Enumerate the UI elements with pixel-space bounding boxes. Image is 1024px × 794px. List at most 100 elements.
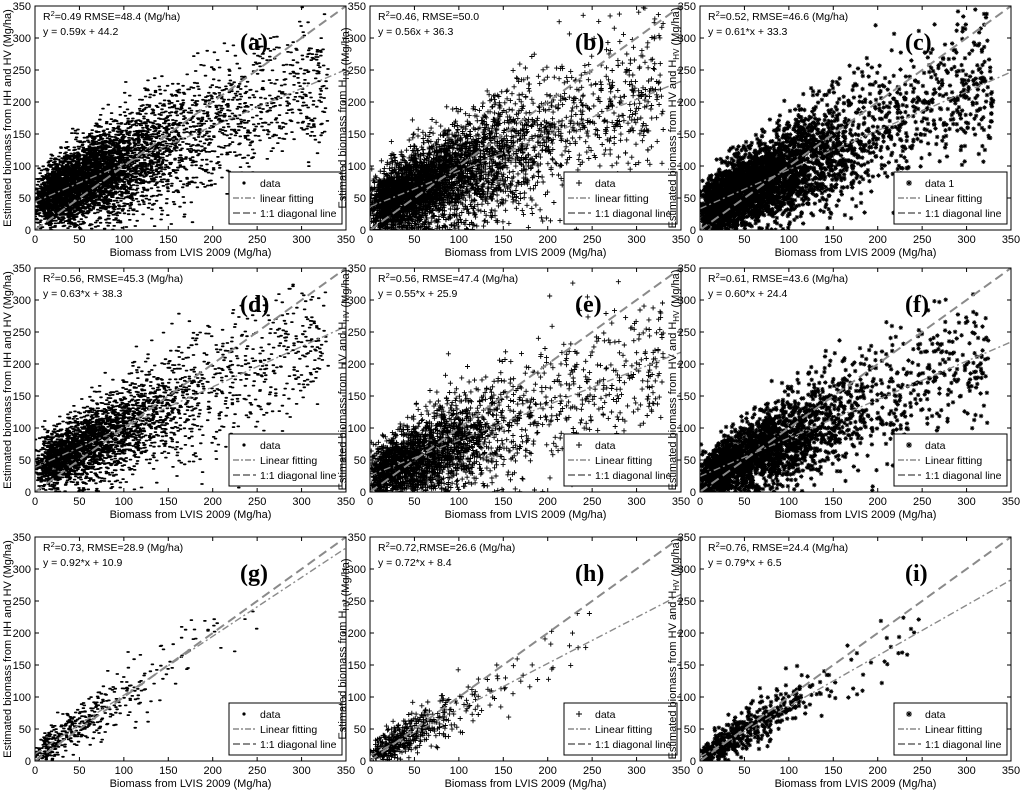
x-tick-label: 100: [780, 765, 798, 777]
axes-frame-h: [369, 536, 682, 762]
x-tick-label: 150: [159, 234, 177, 246]
legend-label: data: [925, 709, 946, 721]
stats-annotation-b: R2=0.46, RMSE=50.0: [378, 9, 479, 23]
x-tick-label: 200: [869, 234, 887, 246]
x-axis-label: Biomass from LVIS 2009 (Mg/ha): [775, 778, 937, 790]
legend-marker-data: [242, 181, 246, 185]
scatter-marks-h: [370, 610, 592, 761]
y-axis-label-subscript: HV: [672, 579, 681, 591]
x-tick-label: 350: [337, 765, 355, 777]
diagonal-line-a: [35, 6, 346, 230]
panel-label-g: (g): [240, 561, 268, 587]
axes-frame-g: [34, 536, 347, 762]
x-tick-label: 50: [73, 765, 85, 777]
panel-label-a: (a): [240, 30, 268, 56]
y-axis-label-text: Estimated biomass from HV and H: [667, 591, 679, 760]
x-tick-label: 300: [292, 234, 310, 246]
y-tick-label: 250: [348, 327, 366, 339]
stats-annotation-a: R2=0.49 RMSE=48.4 (Mg/ha): [43, 9, 180, 23]
legend-i: data Linear fitting 1:1 diagonal line: [893, 702, 1008, 756]
y-tick-label: 200: [13, 97, 31, 109]
x-tick-label: 150: [494, 496, 512, 508]
stats-annotation-h: R2=0.72,RMSE=26.6 (Mg/ha): [378, 540, 515, 554]
y-tick-label: 50: [19, 724, 31, 736]
scatter-marks-g: [35, 610, 259, 761]
x-tick-label: 150: [494, 765, 512, 777]
x-tick-label: 350: [672, 496, 690, 508]
legend-box: [228, 702, 343, 756]
x-tick-label: 250: [913, 496, 931, 508]
y-tick-label: 100: [13, 423, 31, 435]
x-tick-label: 250: [248, 765, 266, 777]
y-axis-label-text: Estimated biomass from H: [337, 80, 349, 209]
x-tick-label: 300: [627, 234, 645, 246]
stats-annotation-c: R2=0.52, RMSE=46.6 (Mg/ha): [708, 9, 848, 23]
x-tick-label: 50: [408, 765, 420, 777]
stats-annotation-d: R2=0.56, RMSE=45.3 (Mg/ha): [43, 271, 183, 285]
y-tick-label: 300: [13, 295, 31, 307]
stats-annotation-i: R2=0.76, RMSE=24.4 (Mg/ha): [708, 540, 848, 554]
y-tick-label: 250: [678, 65, 696, 77]
x-tick-label: 0: [697, 496, 703, 508]
x-tick-label: 100: [780, 496, 798, 508]
x-tick-label: 100: [115, 765, 133, 777]
y-axis-label-unit: (Mg/ha): [340, 270, 352, 311]
x-axis-label: Biomass from LVIS 2009 (Mg/ha): [445, 509, 607, 521]
x-axis-label: Biomass from LVIS 2009 (Mg/ha): [110, 778, 272, 790]
x-tick-label: 350: [672, 234, 690, 246]
y-tick-label: 200: [348, 628, 366, 640]
y-tick-label: 200: [678, 628, 696, 640]
y-axis-label-unit: (Mg/ha): [670, 539, 682, 580]
x-tick-label: 200: [204, 765, 222, 777]
panel-c: 0 50 100 150 200 250 300 3500501001502002503003…: [667, 1, 1020, 259]
diagonal-line-i: [700, 537, 1011, 761]
panel-h: 0 50 100 150 200 250 300 350 0 50 100 150 200 250 300 3…: [337, 532, 690, 790]
legend-label: linear fitting: [595, 193, 649, 205]
x-tick-label: 350: [1002, 765, 1020, 777]
fit-line-h: [370, 593, 681, 757]
y-axis-label: Estimated biomass from HH and HV (Mg/ha): [2, 9, 14, 227]
panel-label-e: (e): [575, 292, 602, 318]
y-tick-label: 0: [690, 487, 696, 499]
y-axis-label-text: Estimated biomass from HH and HV (Mg/ha): [2, 9, 14, 227]
panel-a: 0 50 100 150 200 250 300 350 0 50 100 150 200 250 300 3…: [2, 1, 355, 259]
scatter-marks-b: [370, 6, 666, 230]
legend-a: data linear fitting 1:1 diagonal line: [228, 171, 343, 225]
y-tick-label: 200: [678, 97, 696, 109]
y-axis-label: Estimated biomass from HH and HV (Mg/ha): [2, 540, 14, 758]
fit-line-c: [700, 71, 1011, 210]
y-tick-label: 300: [13, 564, 31, 576]
y-tick-label: 200: [348, 97, 366, 109]
x-tick-label: 150: [494, 234, 512, 246]
legend-label: data: [595, 178, 616, 190]
y-tick-label: 300: [678, 33, 696, 45]
y-tick-label: 300: [13, 33, 31, 45]
legend-label: data: [925, 440, 946, 452]
x-tick-label: 200: [869, 765, 887, 777]
y-tick-label: 200: [678, 359, 696, 371]
y-axis-label-unit: (Mg/ha): [670, 270, 682, 311]
x-tick-label: 150: [824, 234, 842, 246]
legend-marker-data: [576, 442, 582, 448]
y-tick-label: 150: [13, 129, 31, 141]
panel-label-c: (c): [905, 30, 932, 56]
x-tick-label: 150: [159, 765, 177, 777]
diagonal-line-h: [370, 537, 681, 761]
diagonal-line-g: [35, 537, 346, 761]
x-tick-label: 250: [583, 496, 601, 508]
panel-label-h: (h): [575, 561, 604, 587]
legend-label: Linear fitting: [260, 724, 317, 736]
fit-line-e: [370, 351, 681, 477]
y-tick-label: 0: [25, 756, 31, 768]
x-tick-label: 100: [780, 234, 798, 246]
y-axis-label: Estimated biomass from HHV (Mg/ha): [337, 558, 352, 739]
y-tick-label: 0: [360, 225, 366, 237]
legend-d: data Linear fitting 1:1 diagonal line: [228, 433, 343, 487]
y-tick-label: 150: [678, 660, 696, 672]
scatter-points-f: [700, 292, 991, 492]
scatter-points-i: [700, 615, 921, 761]
y-tick-label: 250: [678, 596, 696, 608]
axes-frame-c: [699, 5, 1012, 231]
y-tick-label: 300: [348, 33, 366, 45]
y-tick-label: 300: [678, 295, 696, 307]
